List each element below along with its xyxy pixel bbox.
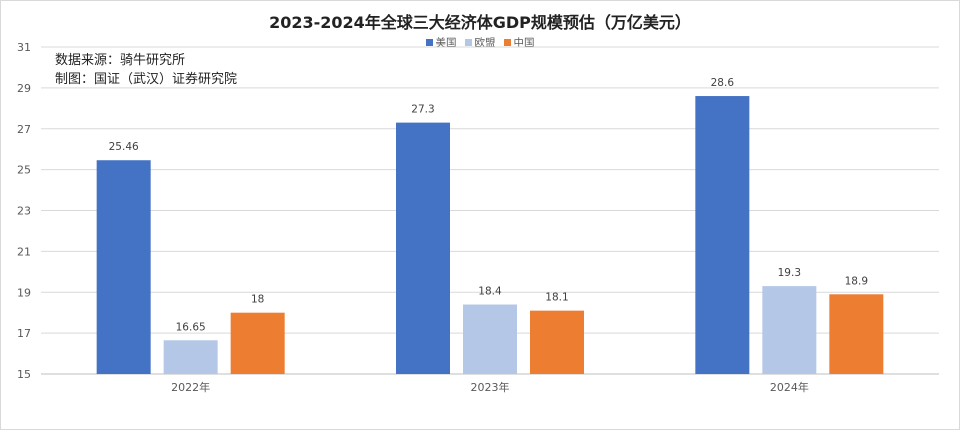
- legend-item: 中国: [503, 35, 535, 50]
- data-label: 28.6: [711, 77, 735, 89]
- y-tick-label: 29: [17, 82, 31, 95]
- source-line: 数据来源：骑牛研究所: [55, 53, 186, 68]
- legend-label: 欧盟: [474, 37, 496, 49]
- data-label: 19.3: [778, 267, 801, 279]
- y-tick-label: 25: [17, 164, 31, 177]
- x-tick-label: 2022年: [171, 380, 210, 394]
- y-tick-label: 31: [17, 41, 31, 54]
- y-tick-label: 27: [17, 123, 31, 136]
- x-tick-label: 2023年: [471, 380, 510, 394]
- legend-label: 美国: [435, 37, 457, 49]
- legend-swatch: [425, 39, 433, 46]
- data-label: 18.1: [545, 292, 568, 304]
- bar: [695, 96, 750, 375]
- bar: [829, 294, 884, 374]
- bar: [163, 340, 218, 374]
- bar: [463, 304, 517, 374]
- data-label: 18.9: [845, 275, 868, 287]
- legend-item: 美国: [425, 35, 457, 50]
- y-tick-label: 17: [17, 327, 31, 340]
- bar: [230, 312, 285, 374]
- chart-legend: 美国 欧盟 中国: [1, 35, 959, 50]
- y-tick-label: 19: [17, 286, 31, 299]
- x-tick-label: 2024年: [770, 380, 809, 394]
- data-label: 25.46: [109, 141, 139, 153]
- legend-swatch: [503, 39, 511, 46]
- data-label: 18.4: [478, 286, 502, 298]
- y-tick-label: 21: [17, 245, 31, 258]
- legend-swatch: [464, 39, 472, 46]
- chart-title: 2023-2024年全球三大经济体GDP规模预估（万亿美元）: [269, 13, 691, 32]
- bar: [396, 122, 450, 375]
- data-label: 16.65: [176, 321, 206, 333]
- bar: [530, 310, 584, 374]
- legend-item: 欧盟: [464, 35, 496, 50]
- y-tick-label: 15: [17, 368, 31, 381]
- bar: [96, 160, 151, 374]
- source-note: 数据来源：骑牛研究所 制图：国证（武汉）证券研究院: [55, 51, 237, 89]
- data-label: 27.3: [411, 104, 434, 116]
- credit-line: 制图：国证（武汉）证券研究院: [55, 72, 238, 87]
- legend-label: 中国: [513, 37, 535, 49]
- data-label: 18: [251, 294, 264, 306]
- bar: [762, 286, 817, 374]
- y-tick-label: 23: [17, 205, 31, 218]
